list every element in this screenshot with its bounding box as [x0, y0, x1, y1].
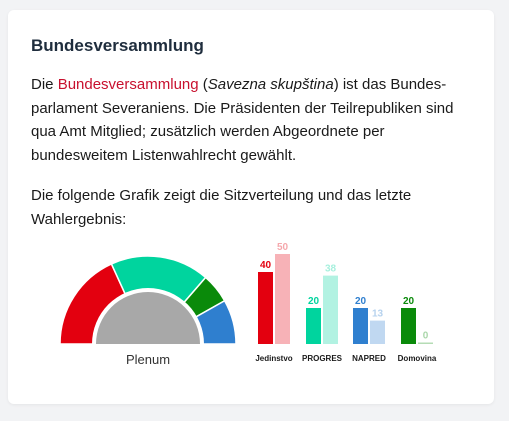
bar-category-label: NAPRED	[352, 354, 386, 363]
bar-value-label: 50	[277, 242, 289, 253]
bar-category-label: Domovina	[398, 354, 437, 363]
native-name: Savezna skupština	[207, 76, 334, 93]
bar-category-label: Jedinstvo	[255, 354, 292, 363]
bar-jedinstvo-previous	[275, 254, 290, 344]
bar-progres-current	[306, 308, 321, 344]
chart-intro-paragraph: Die folgende Grafik zeigt die Sitzvertei…	[31, 187, 412, 228]
bar-value-label: 13	[372, 309, 384, 320]
bar-value-label: 20	[403, 296, 415, 307]
bar-value-label: 40	[260, 260, 272, 271]
bar-progres-previous	[323, 275, 338, 344]
bar-domovina-previous	[418, 342, 433, 344]
bar-jedinstvo-current	[258, 272, 273, 344]
plenum-label: Plenum	[126, 352, 170, 367]
bar-value-label: 0	[423, 331, 429, 342]
plenum-center	[96, 292, 200, 344]
bar-value-label: 20	[308, 296, 320, 307]
bar-domovina-current	[401, 308, 416, 344]
bundesversammlung-link[interactable]: Bundesversammlung	[57, 76, 199, 93]
section-title: Bundesversammlung	[31, 36, 204, 55]
intro-text-start: Die	[31, 76, 58, 93]
bar-value-label: 20	[355, 296, 367, 307]
intro-paragraph: Die Bundesversammlung (Savezna skupština…	[31, 73, 479, 167]
bar-napred-current	[353, 308, 368, 344]
content-card: Bundesversammlung Die Bundesversammlung …	[8, 10, 494, 404]
intro-text-paren-open: (	[198, 76, 208, 93]
intro-text-rest: ) ist das Bundes-parlament Severaniens. …	[31, 76, 454, 164]
bar-category-label: PROGRES	[302, 354, 343, 363]
charts-area: Plenum 40 50 Jedinstvo 20 38 PROGRES 20 13 NAPRED…	[59, 242, 437, 367]
bar-value-label: 38	[325, 264, 337, 275]
bar-napred-previous	[370, 320, 385, 344]
